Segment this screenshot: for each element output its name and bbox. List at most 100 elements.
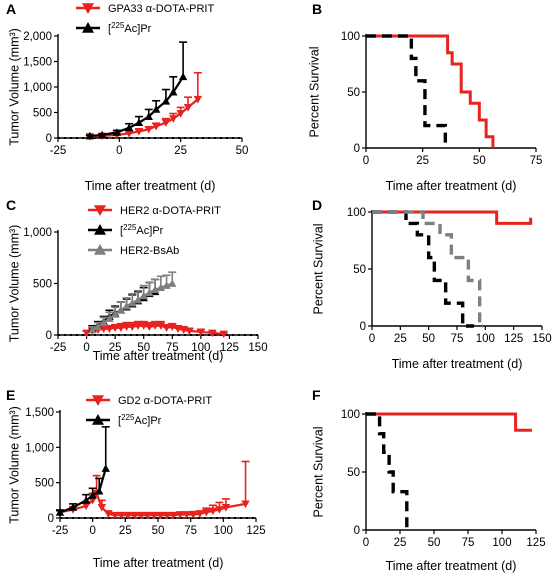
legend-marker [82,3,94,15]
data-point [189,511,198,519]
y-tick-label: 50 [347,87,360,99]
data-point [88,491,97,499]
data-point [105,325,114,334]
data-point [219,330,228,339]
data-point [85,131,95,140]
data-point [176,110,185,118]
data-point [136,511,146,520]
data-point [116,324,126,332]
panel-d: D 0 50 100 0 25 50 75 100 125 150 Time after treatm… [311,197,551,371]
data-point [162,324,171,332]
data-point [145,288,154,297]
series-0 [82,320,228,339]
survival-curve-2 [372,210,484,328]
data-point [168,323,177,331]
x-tick-label: 125 [246,525,265,537]
data-point [124,130,134,138]
x-tick-label: 0 [363,537,369,549]
y-tick-label: 50 [353,264,366,276]
data-point [151,105,161,113]
data-point [133,322,143,330]
x-tick-label: 125 [220,342,239,354]
x-tick-label: 75 [166,342,179,354]
data-point [150,322,160,330]
x-tick-label: 75 [184,525,197,537]
y-axis-title: Tumor Volume (mm³) [7,406,21,524]
data-point [93,322,103,331]
survival-curve-0 [372,210,533,225]
data-point [144,112,153,120]
data-point [112,128,122,136]
y-tick-label: 0 [46,330,52,342]
survival-curve-0 [366,412,532,432]
legend-label: [225Ac]Pr [118,413,162,428]
legend-label: HER2 α-DOTA-PRIT [120,205,221,217]
data-point [195,510,205,518]
data-point [110,324,120,332]
y-tick-label: 1,500 [25,407,54,419]
y-tick-label: 1,000 [23,82,52,94]
legend-marker [94,205,106,216]
x-axis-title: Time after treatment (d) [386,559,517,573]
data-point [110,511,120,520]
y-tick-label: 1,000 [23,227,52,239]
panel-letter: B [312,1,322,17]
series-line [89,76,185,138]
data-point [176,511,185,519]
x-tick-label: 100 [214,525,233,537]
data-point [161,119,171,127]
x-tick-label: 25 [109,342,122,354]
x-tick-label: 25 [416,155,429,167]
y-axis-title: Tumor Volume (mm³) [7,28,21,146]
y-axis-title: Percent Survival [307,46,321,137]
data-point [178,72,188,81]
data-point [88,496,97,505]
y-tick-label: 500 [35,478,54,490]
x-tick-label: 25 [394,333,407,345]
survival-curve-0 [366,34,495,148]
data-point [150,285,160,294]
data-point [151,122,161,131]
data-point [105,314,114,322]
y-tick-label: 1,500 [23,57,52,69]
data-point [202,508,211,517]
y-tick-label: 500 [33,279,52,291]
panel-letter: C [6,197,16,213]
legend-label: HER2-BsAb [120,245,179,257]
x-tick-label: 50 [428,537,441,549]
data-point [162,281,171,289]
legend-label: [225Ac]Pr [120,223,164,238]
x-axis-title: Time after treatment (d) [93,349,224,363]
panel-letter: F [312,387,321,403]
y-tick-label: 0 [354,143,360,155]
data-point [169,115,178,123]
data-point [139,291,148,300]
x-tick-label: 50 [137,342,150,354]
data-point [169,87,178,96]
data-point [143,511,152,520]
data-point [156,511,165,520]
data-point [68,503,78,511]
data-point [208,329,217,338]
x-tick-label: 100 [492,537,511,549]
x-tick-label: 125 [504,333,523,345]
y-tick-label: 100 [341,31,360,43]
legend-marker [94,224,106,235]
data-point [116,306,126,314]
legend: HER2 α-DOTA-PRIT [225Ac]Pr HER2-BsAb [88,205,221,257]
legend-marker [92,414,104,425]
y-tick-label: 1,000 [25,442,54,454]
data-point [185,327,194,336]
x-tick-label: 0 [83,342,89,354]
legend: GPA33 α-DOTA-PRIT [225Ac]Pr [76,3,214,35]
x-axis-title: Time after treatment (d) [386,179,517,193]
data-point [149,511,159,520]
y-axis-title: Percent Survival [311,426,325,517]
data-point [156,283,166,291]
data-point [145,323,154,331]
data-point [81,502,91,511]
panel-letter: D [312,197,322,213]
series-0 [85,71,203,141]
